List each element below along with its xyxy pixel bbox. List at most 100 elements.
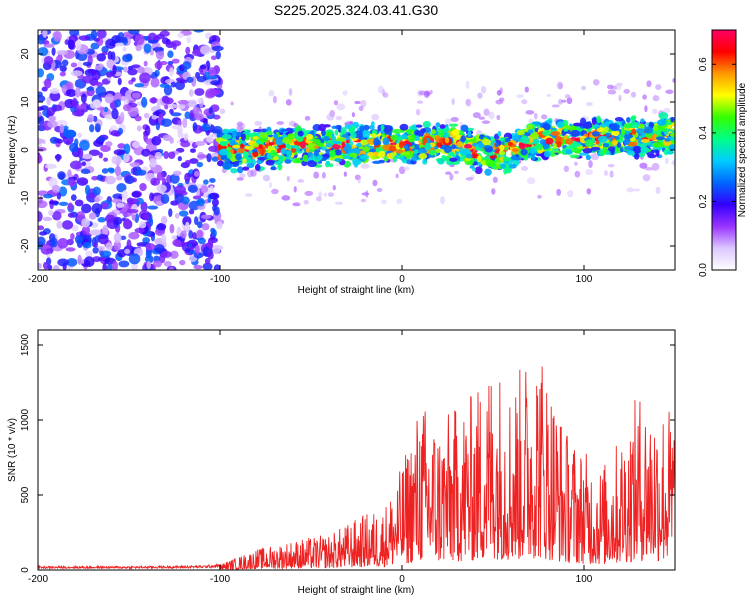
spectrogram-cell bbox=[664, 157, 669, 165]
spectrogram-cell bbox=[438, 129, 445, 138]
y-tick-label: -20 bbox=[20, 238, 31, 253]
snr-x-ticks: -200 -100 0 100 bbox=[28, 330, 593, 585]
spectrogram-cell bbox=[362, 146, 371, 152]
spectrogram-cell bbox=[588, 160, 593, 168]
spectrogram-cell bbox=[556, 121, 564, 129]
spectrogram-cell bbox=[43, 55, 54, 65]
spectrogram-cell bbox=[244, 145, 250, 150]
spectrogram-cell bbox=[605, 132, 610, 138]
spectrogram-cell bbox=[197, 237, 206, 245]
spectrogram-cell bbox=[286, 175, 290, 182]
spectrogram-y-label: Frequency (Hz) bbox=[7, 116, 18, 185]
x-tick-label: -100 bbox=[210, 574, 230, 585]
spectrogram-cell bbox=[618, 94, 622, 102]
spectrogram-cell bbox=[444, 124, 449, 128]
spectrogram-cell bbox=[663, 139, 672, 147]
spectrogram-cell bbox=[377, 150, 386, 158]
spectrogram-cell bbox=[343, 171, 347, 177]
spectrogram-cell bbox=[51, 184, 61, 193]
spectrogram-cell bbox=[171, 124, 182, 130]
spectrogram-cell bbox=[556, 188, 562, 196]
spectrogram-cell bbox=[172, 170, 182, 176]
spectrogram-cell bbox=[160, 215, 168, 225]
spectrogram-cell bbox=[507, 142, 514, 146]
spectrogram-cell bbox=[128, 253, 141, 265]
spectrogram-cell bbox=[607, 163, 615, 168]
spectrogram-cell bbox=[151, 115, 158, 120]
spectrogram-y-ticks: -20 -10 0 10 20 bbox=[20, 48, 675, 253]
spectrogram-cell bbox=[290, 148, 297, 153]
spectrogram-cell bbox=[640, 118, 645, 123]
spectrogram-cell bbox=[563, 128, 569, 132]
spectrogram-cell bbox=[373, 152, 379, 157]
spectrogram-cell bbox=[237, 147, 246, 154]
spectrogram-cell bbox=[428, 149, 436, 156]
spectrogram-cell bbox=[172, 239, 182, 247]
spectrogram-cell bbox=[329, 149, 336, 158]
spectrogram-cell bbox=[207, 251, 214, 260]
spectrogram-cell bbox=[335, 115, 343, 121]
spectrogram-cell bbox=[172, 42, 177, 50]
spectrogram-cell bbox=[444, 137, 450, 144]
spectrogram-cell bbox=[49, 88, 60, 95]
spectrogram-cell bbox=[131, 92, 141, 99]
spectrogram-cell bbox=[120, 235, 127, 241]
spectrogram-cell bbox=[286, 150, 292, 157]
spectrogram-cell bbox=[38, 36, 45, 45]
spectrogram-cell bbox=[623, 123, 632, 129]
spectrogram-cell bbox=[42, 216, 53, 222]
spectrogram-cell bbox=[95, 86, 107, 97]
spectrogram-cell bbox=[334, 129, 339, 136]
spectrogram-cell bbox=[403, 166, 410, 171]
spectrogram-cell bbox=[241, 133, 246, 141]
spectrogram-cell bbox=[169, 67, 174, 77]
spectrogram-cell bbox=[542, 129, 550, 137]
spectrogram-cell bbox=[400, 151, 410, 156]
spectrogram-cell bbox=[167, 50, 174, 58]
spectrogram-cell bbox=[163, 260, 172, 267]
spectrogram-cell bbox=[95, 64, 103, 71]
spectrogram-cell bbox=[600, 123, 608, 128]
spectrogram-cell bbox=[126, 197, 134, 204]
spectrogram-cell bbox=[51, 47, 56, 56]
spectrogram-cell bbox=[563, 134, 568, 141]
spectrogram-cell bbox=[179, 259, 186, 266]
spectrogram-cell bbox=[194, 88, 205, 96]
spectrogram-cell bbox=[651, 149, 660, 153]
spectrogram-cell bbox=[534, 143, 542, 150]
spectrogram-cell bbox=[116, 182, 127, 193]
spectrogram-cell bbox=[502, 156, 511, 162]
spectrogram-cell bbox=[154, 151, 163, 160]
spectrogram-cell bbox=[147, 205, 159, 210]
spectrogram-cell bbox=[542, 123, 551, 131]
spectrogram-cell bbox=[100, 144, 111, 153]
x-tick-label: 100 bbox=[576, 274, 593, 285]
spectrogram-cell bbox=[192, 122, 198, 132]
spectrogram-cell bbox=[150, 177, 161, 186]
spectrogram-cell bbox=[137, 66, 145, 74]
spectrogram-cell bbox=[235, 153, 242, 161]
spectrogram-cell bbox=[646, 80, 652, 88]
spectrogram-cell bbox=[76, 177, 89, 186]
spectrogram-cell bbox=[210, 80, 221, 86]
spectrogram-cell bbox=[96, 245, 106, 251]
spectrogram-cell bbox=[626, 117, 631, 123]
spectrogram-cell bbox=[149, 217, 154, 227]
spectrogram-cell bbox=[251, 149, 258, 153]
spectrogram-cell bbox=[555, 140, 562, 148]
spectrogram-cell bbox=[176, 226, 182, 237]
spectrogram-cell bbox=[343, 155, 352, 160]
spectrogram-cell bbox=[443, 145, 453, 154]
spectrogram-cell bbox=[360, 139, 369, 146]
spectrogram-cell bbox=[129, 162, 141, 168]
spectrogram-cell bbox=[371, 133, 377, 139]
spectrogram-cell bbox=[221, 133, 232, 140]
spectrogram-cell bbox=[260, 128, 268, 133]
spectrogram-cell bbox=[132, 141, 141, 149]
spectrogram-cell bbox=[48, 115, 57, 122]
spectrogram-cell bbox=[606, 84, 614, 90]
spectrogram-cell bbox=[38, 236, 46, 247]
spectrogram-cell bbox=[43, 194, 53, 199]
spectrogram-cell bbox=[196, 229, 204, 239]
spectrogram-cell bbox=[465, 177, 474, 181]
